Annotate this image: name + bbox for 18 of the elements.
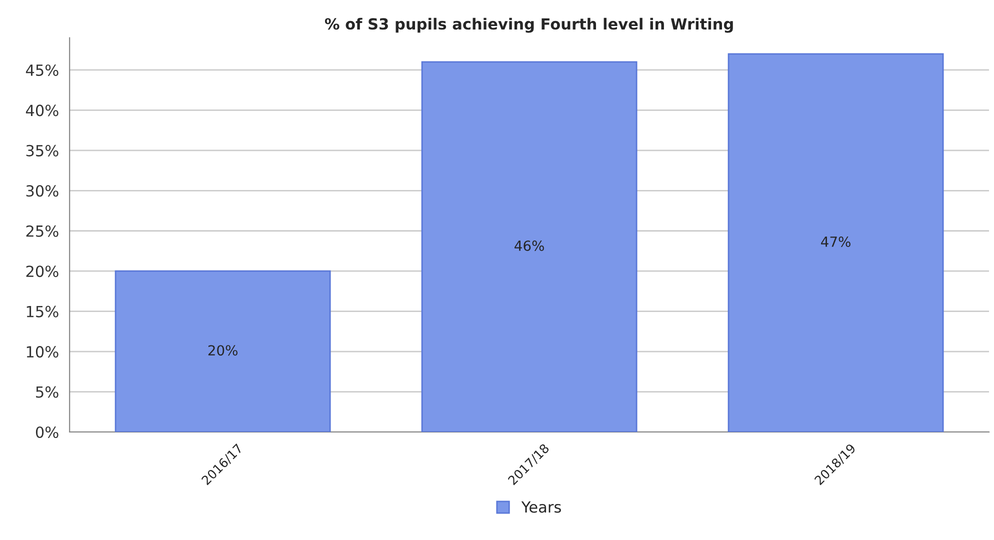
chart-title: % of S3 pupils achieving Fourth level in Writing [324,18,733,33]
data-label: 20% [208,345,238,356]
data-label: 47% [821,236,850,247]
y-tick-label: 20% [26,266,58,278]
y-tick-label: 40% [26,104,58,116]
y-tick-label: 25% [26,225,58,237]
y-tick-label: 0% [36,426,58,438]
bar [421,61,638,432]
y-tick-label: 30% [26,185,58,197]
legend-label: Years [521,501,561,513]
data-label: 46% [514,240,544,251]
y-tick-label: 5% [36,386,58,398]
y-tick-label: 35% [26,144,58,156]
y-tick-label: 45% [26,64,58,76]
bar [114,270,331,432]
bar [728,53,944,432]
y-tick-label: 15% [26,306,58,318]
y-tick-label: 10% [26,346,58,358]
